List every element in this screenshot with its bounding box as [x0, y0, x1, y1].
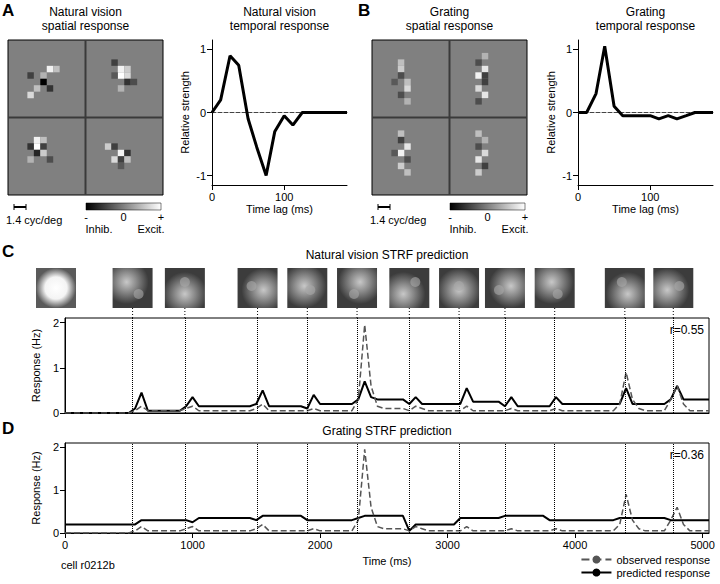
svg-text:-1: -1 — [196, 170, 206, 182]
svg-text:Excit.: Excit. — [502, 223, 529, 235]
svg-text:100: 100 — [641, 191, 659, 203]
svg-text:temporal response: temporal response — [596, 19, 696, 33]
svg-text:0: 0 — [62, 539, 68, 551]
svg-text:+: + — [522, 211, 528, 223]
svg-text:B: B — [358, 1, 370, 20]
svg-text:1000: 1000 — [180, 539, 204, 551]
svg-text:Natural vision: Natural vision — [243, 5, 316, 19]
svg-text:-: - — [448, 211, 452, 223]
svg-text:observed response: observed response — [616, 554, 710, 566]
svg-text:+: + — [158, 211, 164, 223]
svg-text:C: C — [2, 242, 14, 261]
svg-text:100: 100 — [275, 191, 293, 203]
svg-text:2: 2 — [53, 441, 59, 453]
svg-text:Excit.: Excit. — [138, 223, 165, 235]
svg-text:r=0.36: r=0.36 — [670, 448, 705, 462]
svg-text:5000: 5000 — [690, 539, 714, 551]
svg-text:1: 1 — [53, 484, 59, 496]
svg-text:Grating STRF prediction: Grating STRF prediction — [322, 424, 451, 438]
svg-text:Time lag (ms): Time lag (ms) — [612, 203, 679, 215]
svg-text:0: 0 — [566, 107, 572, 119]
svg-text:0: 0 — [484, 211, 490, 223]
svg-text:Natural vision STRF prediction: Natural vision STRF prediction — [306, 248, 469, 262]
svg-text:1.4 cyc/deg: 1.4 cyc/deg — [370, 214, 426, 226]
svg-text:temporal response: temporal response — [230, 19, 330, 33]
svg-text:1: 1 — [200, 43, 206, 55]
svg-text:Time (ms): Time (ms) — [362, 555, 411, 567]
svg-text:0: 0 — [209, 191, 215, 203]
svg-text:Relative strength: Relative strength — [545, 71, 557, 154]
svg-text:0: 0 — [120, 211, 126, 223]
svg-text:predicted response: predicted response — [616, 567, 710, 579]
svg-text:0: 0 — [53, 527, 59, 539]
svg-text:0: 0 — [53, 407, 59, 419]
svg-text:4000: 4000 — [563, 539, 587, 551]
svg-text:r=0.55: r=0.55 — [670, 323, 705, 337]
svg-text:1: 1 — [566, 43, 572, 55]
svg-text:Grating: Grating — [430, 5, 469, 19]
svg-text:spatial response: spatial response — [406, 19, 494, 33]
svg-text:spatial response: spatial response — [42, 19, 130, 33]
svg-text:0: 0 — [575, 191, 581, 203]
svg-text:Response (Hz): Response (Hz) — [30, 329, 42, 402]
svg-text:-: - — [84, 211, 88, 223]
svg-text:Inhib.: Inhib. — [86, 223, 113, 235]
svg-text:Natural vision: Natural vision — [49, 5, 122, 19]
svg-text:Inhib.: Inhib. — [450, 223, 477, 235]
svg-text:A: A — [2, 1, 14, 20]
svg-text:2000: 2000 — [308, 539, 332, 551]
svg-text:-1: -1 — [562, 170, 572, 182]
svg-text:2: 2 — [53, 317, 59, 329]
svg-text:Response (Hz): Response (Hz) — [30, 451, 42, 524]
svg-text:1: 1 — [53, 362, 59, 374]
svg-text:0: 0 — [200, 107, 206, 119]
svg-text:Relative strength: Relative strength — [179, 71, 191, 154]
svg-text:D: D — [2, 419, 14, 438]
svg-text:cell r0212b: cell r0212b — [61, 559, 115, 571]
svg-text:Grating: Grating — [626, 5, 665, 19]
svg-text:1.4 cyc/deg: 1.4 cyc/deg — [6, 214, 62, 226]
svg-text:3000: 3000 — [435, 539, 459, 551]
svg-text:Time lag (ms): Time lag (ms) — [246, 203, 313, 215]
